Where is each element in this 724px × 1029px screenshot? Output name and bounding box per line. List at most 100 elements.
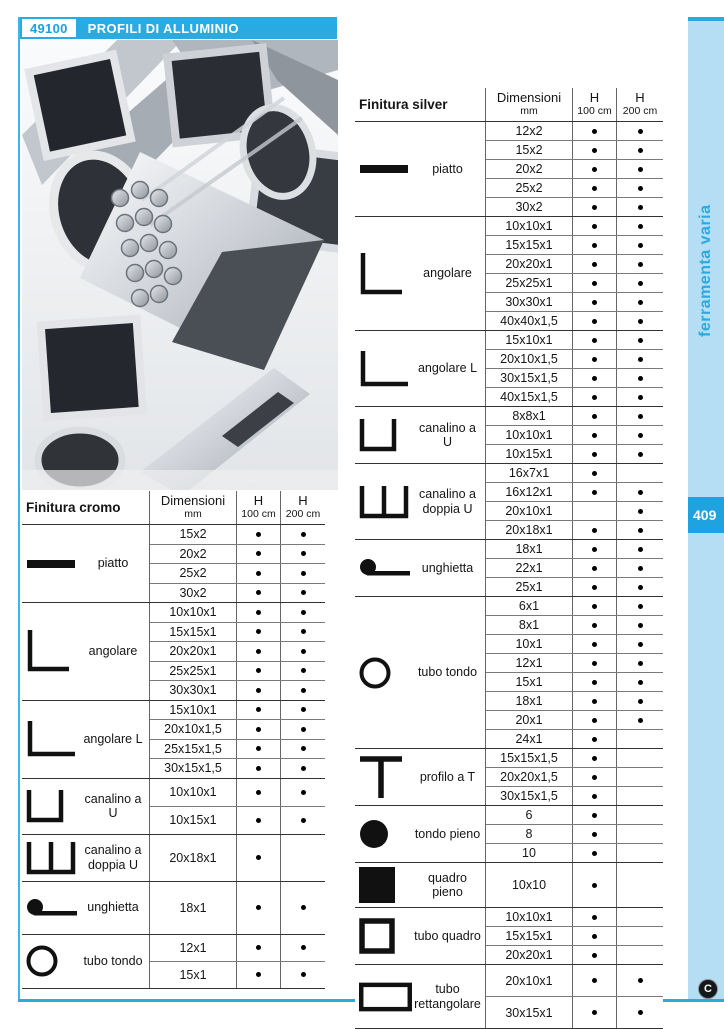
availability-dot: [300, 590, 306, 596]
profile-type-cell: canalino a doppia U: [355, 464, 486, 539]
canalino-u-icon: [22, 788, 80, 824]
availability-dot: [300, 765, 306, 771]
availability-dot: [592, 755, 597, 761]
table-row: 15x15x1,5: [486, 749, 663, 767]
dimension-value: 25x15x1,5: [150, 739, 237, 758]
h200-cell: [617, 730, 663, 748]
h200-cell: [617, 559, 663, 577]
h100-cell: [573, 787, 617, 805]
availability-dot: [637, 698, 643, 704]
table-row: 18x1: [150, 881, 325, 934]
dimension-value: 20x18x1: [486, 521, 573, 539]
col-h-label: H: [298, 493, 308, 509]
availability-dot: [592, 451, 597, 457]
category-label: ferramenta varia: [697, 204, 714, 338]
angolare-icon: [22, 628, 80, 674]
availability-dot: [300, 746, 306, 752]
h200-cell: [617, 844, 663, 862]
h200-cell: [281, 662, 325, 681]
dimension-value: 25x25x1: [486, 274, 573, 292]
profile-type-label: profilo a T: [419, 769, 476, 784]
availability-dot: [592, 774, 597, 780]
profile-type-label: canalino a U: [419, 420, 476, 449]
h100-cell: [573, 654, 617, 672]
h200-cell: [617, 863, 663, 907]
availability-dot: [300, 972, 306, 977]
canalino-u-icon: [355, 417, 413, 453]
dimension-value: 18x1: [150, 881, 237, 934]
table-row: 6: [486, 806, 663, 824]
table-row: 10x15x1: [150, 805, 325, 834]
table-row: 25x15x1,5: [150, 738, 325, 758]
table-title: Finitura cromo: [22, 491, 150, 524]
h200-cell: [617, 274, 663, 292]
profile-type-cell: angolare: [355, 217, 486, 330]
availability-dot: [592, 527, 597, 533]
availability-dot: [637, 489, 643, 495]
profile-group: tondo pieno 6 8 10: [355, 805, 663, 862]
col-dimensioni-label: Dimensioni: [160, 493, 226, 509]
h200-cell: [617, 965, 663, 996]
table-row: 20x20x1: [486, 945, 663, 964]
h200-cell: [617, 464, 663, 482]
table-header: Finitura silver Dimensioni mm H 100 cm H…: [355, 88, 663, 121]
h200-cell: [281, 603, 325, 622]
dimension-value: 10x10x1: [486, 426, 573, 444]
h200-cell: [617, 673, 663, 691]
table-row: 12x2: [486, 122, 663, 140]
h200-cell: [617, 597, 663, 615]
table-row: 30x15x1,5: [486, 786, 663, 805]
availability-dot: [592, 432, 597, 438]
availability-dot: [592, 147, 597, 153]
dimension-value: 10x10x1: [150, 603, 237, 622]
h200-cell: [617, 445, 663, 463]
profile-type-label: tubo tondo: [83, 953, 143, 968]
h200-cell: [281, 701, 325, 720]
h100-cell: [237, 961, 281, 988]
table-row: 15x1: [150, 960, 325, 988]
h100-cell: [237, 834, 281, 881]
h100-cell: [573, 331, 617, 349]
dimension-value: 20x1: [486, 711, 573, 729]
availability-dot: [637, 527, 643, 533]
h100-cell: [237, 622, 281, 641]
h100-cell: [573, 274, 617, 292]
availability-dot: [592, 128, 597, 134]
h200-cell: [617, 312, 663, 330]
availability-dot: [637, 318, 643, 324]
h200-cell: [617, 654, 663, 672]
dimension-value: 30x30x1: [486, 293, 573, 311]
table-row: 20x20x1,5: [486, 767, 663, 786]
h100-cell: [573, 445, 617, 463]
profile-type-cell: canalino a U: [22, 778, 150, 834]
h100-cell: [573, 179, 617, 197]
h200-cell: [617, 997, 663, 1028]
h100-cell: [573, 483, 617, 501]
availability-dot: [637, 204, 643, 210]
availability-dot: [256, 707, 261, 713]
table-row: 30x15x1: [486, 996, 663, 1028]
dimension-value: 30x15x1: [486, 997, 573, 1028]
dimension-value: 20x10x1,5: [486, 350, 573, 368]
table-row: 10x15x1: [486, 444, 663, 463]
h100-cell: [573, 198, 617, 216]
profile-type-cell: tubo rettangolare: [355, 965, 486, 1028]
h100-cell: [573, 673, 617, 691]
availability-dot: [256, 945, 261, 950]
profile-type-label: tondo pieno: [414, 826, 481, 841]
h100-cell: [237, 661, 281, 680]
profile-type-cell: angolare: [22, 603, 150, 700]
dimension-value: 10x1: [486, 635, 573, 653]
profile-type-cell: angolare L: [355, 331, 486, 406]
dimension-value: 30x2: [486, 198, 573, 216]
dimension-value: 15x15x1,5: [486, 749, 573, 767]
h100-cell: [573, 217, 617, 235]
h100-cell: [573, 521, 617, 539]
page-number-text: 409: [693, 507, 717, 523]
availability-dot: [256, 570, 261, 576]
table-row: 15x1: [486, 672, 663, 691]
availability-dot: [637, 413, 643, 419]
availability-dot: [592, 717, 597, 723]
dimension-value: 20x20x1,5: [486, 768, 573, 786]
h100-cell: [237, 739, 281, 758]
